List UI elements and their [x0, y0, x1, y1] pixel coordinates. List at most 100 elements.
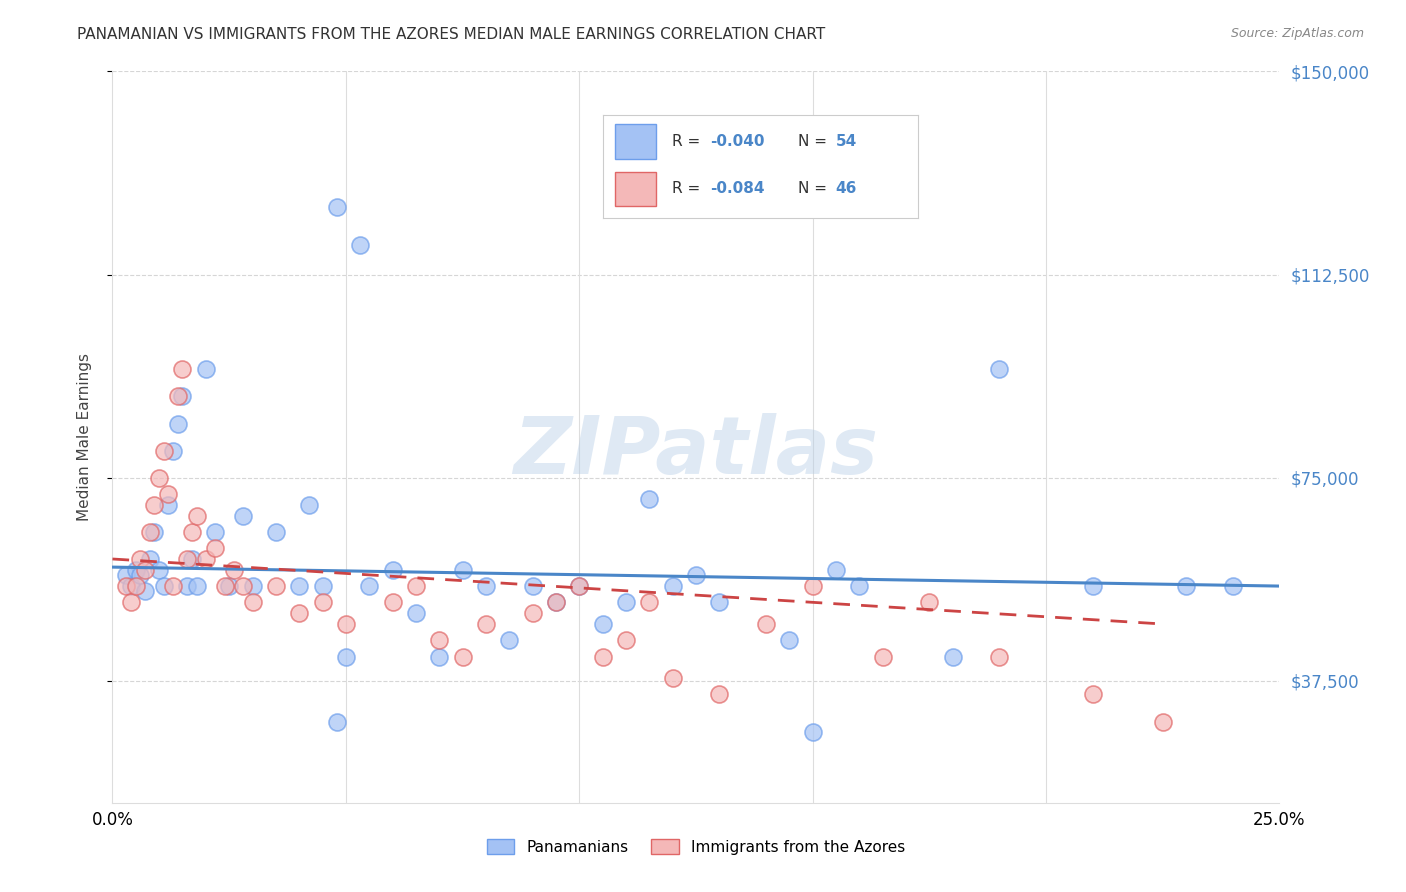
Point [134, 584, 156, 599]
Point [544, 595, 567, 609]
Legend: Panamanians, Immigrants from the Azores: Panamanians, Immigrants from the Azores [481, 833, 911, 861]
Point [204, 541, 226, 556]
Point [186, 579, 208, 593]
Point [125, 579, 148, 593]
Point [638, 595, 661, 609]
Point [325, 714, 347, 729]
Point [427, 633, 450, 648]
Point [153, 443, 176, 458]
Point [825, 563, 848, 577]
Point [522, 579, 544, 593]
Point [143, 524, 166, 539]
Point [685, 568, 707, 582]
Point [661, 579, 683, 593]
Text: ZIPatlas: ZIPatlas [513, 413, 879, 491]
Point [176, 579, 198, 593]
Point [988, 362, 1011, 376]
Point [194, 362, 217, 376]
Point [139, 552, 162, 566]
Point [162, 443, 184, 458]
Point [222, 563, 245, 577]
Point [335, 617, 357, 632]
Point [942, 649, 965, 664]
Point [544, 595, 567, 609]
Point [129, 568, 152, 582]
Point [359, 579, 381, 593]
Point [427, 649, 450, 664]
Point [614, 633, 637, 648]
Point [166, 417, 188, 431]
Point [218, 579, 240, 593]
Point [139, 524, 162, 539]
Point [848, 579, 870, 593]
Point [801, 579, 824, 593]
Point [232, 508, 254, 523]
Point [125, 563, 148, 577]
Point [115, 579, 138, 593]
Point [872, 649, 894, 664]
Point [162, 579, 184, 593]
Point [475, 579, 498, 593]
Point [153, 579, 176, 593]
Point [1222, 579, 1244, 593]
Point [568, 579, 591, 593]
Point [232, 579, 254, 593]
Point [1081, 579, 1104, 593]
Point [148, 563, 170, 577]
Point [157, 498, 180, 512]
Point [405, 579, 427, 593]
Point [288, 606, 311, 620]
Point [143, 498, 166, 512]
Point [335, 649, 357, 664]
Point [186, 508, 208, 523]
Point [157, 487, 180, 501]
Point [568, 579, 591, 593]
Point [381, 595, 404, 609]
Point [172, 362, 194, 376]
Point [475, 617, 498, 632]
Point [1152, 714, 1174, 729]
Point [778, 633, 800, 648]
Point [988, 649, 1011, 664]
Y-axis label: Median Male Earnings: Median Male Earnings [77, 353, 91, 521]
Point [755, 617, 778, 632]
Point [709, 688, 731, 702]
Point [661, 671, 683, 685]
Point [120, 595, 142, 609]
Point [638, 492, 661, 507]
Point [592, 617, 614, 632]
Point [614, 595, 637, 609]
Point [242, 595, 264, 609]
Point [115, 568, 138, 582]
Point [451, 649, 474, 664]
Point [204, 524, 226, 539]
Point [288, 579, 311, 593]
Point [120, 579, 142, 593]
Point [194, 552, 217, 566]
Point [176, 552, 198, 566]
Point [381, 563, 404, 577]
Point [180, 524, 202, 539]
Point [349, 237, 371, 252]
Point [592, 649, 614, 664]
Point [172, 389, 194, 403]
Point [311, 579, 333, 593]
Point [311, 595, 333, 609]
Point [451, 563, 474, 577]
Point [264, 524, 287, 539]
Point [166, 389, 188, 403]
Point [297, 498, 319, 512]
Point [918, 595, 941, 609]
Point [325, 200, 347, 214]
Point [709, 595, 731, 609]
Point [148, 471, 170, 485]
Point [498, 633, 520, 648]
Point [129, 552, 152, 566]
Point [405, 606, 427, 620]
Point [242, 579, 264, 593]
Point [214, 579, 236, 593]
Point [134, 563, 156, 577]
Point [1175, 579, 1198, 593]
Text: Source: ZipAtlas.com: Source: ZipAtlas.com [1230, 27, 1364, 40]
Point [1081, 688, 1104, 702]
